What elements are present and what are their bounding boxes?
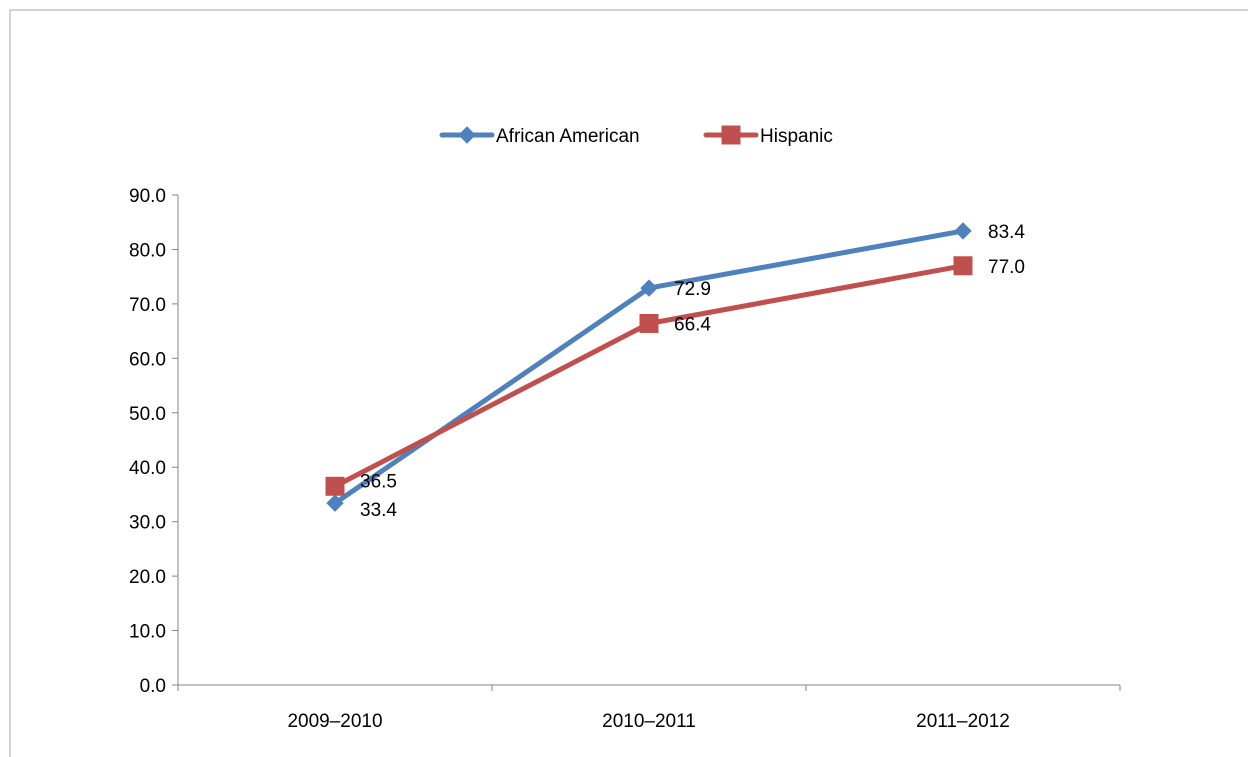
y-tick-label: 10.0 — [129, 622, 166, 643]
series-0-data-label: 72.9 — [674, 279, 711, 300]
legend-label-1: Hispanic — [760, 126, 833, 147]
series-line-0 — [332, 228, 966, 506]
series-layer — [325, 222, 973, 512]
y-tick-label: 40.0 — [129, 458, 166, 479]
series-1-point — [953, 256, 973, 276]
series-0-point — [326, 494, 344, 512]
y-tick-label: 20.0 — [129, 567, 166, 588]
legend-marker-1 — [721, 125, 741, 145]
y-tick-label: 90.0 — [129, 186, 166, 207]
x-tick-label: 2010–2011 — [602, 711, 696, 732]
y-tick-label: 30.0 — [129, 513, 166, 534]
legend: African American Hispanic — [439, 125, 833, 147]
series-0-point — [954, 222, 972, 240]
series-line-1 — [332, 263, 966, 489]
y-tick-label: 60.0 — [129, 349, 166, 370]
series-0-point — [640, 279, 658, 297]
data-labels: 33.4 72.9 83.4 36.5 66.4 77.0 — [360, 222, 1025, 521]
y-tick-label: 0.0 — [140, 676, 166, 697]
x-tick-label: 2009–2010 — [287, 711, 382, 732]
y-tick-label: 80.0 — [129, 240, 166, 261]
y-tick-label: 50.0 — [129, 404, 166, 425]
y-tick-label: 70.0 — [129, 295, 166, 316]
series-1-data-label: 66.4 — [674, 314, 711, 335]
series-0-data-label: 83.4 — [988, 222, 1025, 243]
series-1-data-label: 77.0 — [988, 257, 1025, 278]
series-1-point — [639, 313, 659, 333]
series-0-data-label: 33.4 — [360, 500, 397, 521]
legend-label-0: African American — [496, 126, 640, 147]
legend-marker-0 — [458, 126, 476, 144]
x-tick-label: 2011–2012 — [916, 711, 1010, 732]
series-1-data-label: 36.5 — [360, 471, 397, 492]
axes: 0.0 10.0 20.0 30.0 40.0 50.0 60.0 70.0 80.0 90.0 2… — [129, 186, 1121, 732]
series-1-point — [325, 476, 345, 496]
